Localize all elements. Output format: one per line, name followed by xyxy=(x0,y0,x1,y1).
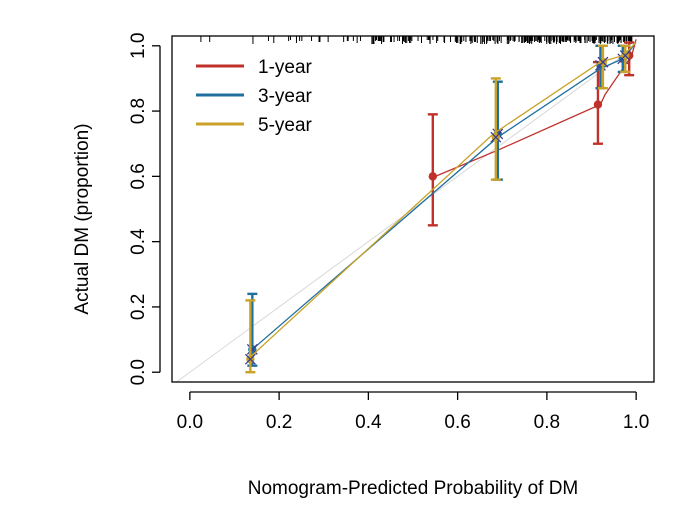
y-tick-label: 0.4 xyxy=(128,228,149,255)
x-tick-label: 0.2 xyxy=(266,412,292,433)
series-group xyxy=(244,39,637,374)
legend-item-5-year: 5-year xyxy=(196,115,313,136)
series-1-year xyxy=(427,39,637,227)
cross-marker xyxy=(244,353,256,365)
legend-label: 5-year xyxy=(258,115,313,136)
cross-marker xyxy=(490,131,502,143)
series-line-1-year xyxy=(435,39,637,177)
y-axis-title: Actual DM (proportion) xyxy=(72,123,93,314)
series-5-year xyxy=(244,42,637,374)
x-tick-label: 0.6 xyxy=(444,412,470,433)
x-tick-label: 0.8 xyxy=(534,412,560,433)
x-tick-label: 0.0 xyxy=(177,412,203,433)
y-tick-label: 0.8 xyxy=(128,98,149,124)
x-tick-label: 0.4 xyxy=(355,412,382,433)
legend-label: 3-year xyxy=(258,86,313,107)
x-tick-label: 1.0 xyxy=(623,412,649,433)
y-tick-label: 0.2 xyxy=(128,294,149,320)
cross-marker xyxy=(619,50,631,62)
rug-plot xyxy=(200,36,633,44)
x-axis-title: Nomogram-Predicted Probability of DM xyxy=(248,478,579,499)
y-tick-label: 1.0 xyxy=(128,33,149,59)
axes-group: 0.0 0.2 0.4 0.6 0.8 1.0 0.0 0.2 0.4 0.6 0.8 1.0 xyxy=(128,33,649,433)
cross-marker xyxy=(597,56,609,68)
cross-marker xyxy=(246,343,258,355)
data-point xyxy=(428,172,438,181)
y-tick-label: 0.0 xyxy=(128,359,149,385)
y-tick-label: 0.6 xyxy=(128,163,149,189)
legend-item-1-year: 1-year xyxy=(196,57,313,78)
legend-label: 1-year xyxy=(258,57,313,78)
legend: 1-year 3-year 5-year xyxy=(196,57,313,136)
plot-frame xyxy=(171,35,655,383)
data-point xyxy=(593,100,603,109)
legend-item-3-year: 3-year xyxy=(196,86,313,107)
